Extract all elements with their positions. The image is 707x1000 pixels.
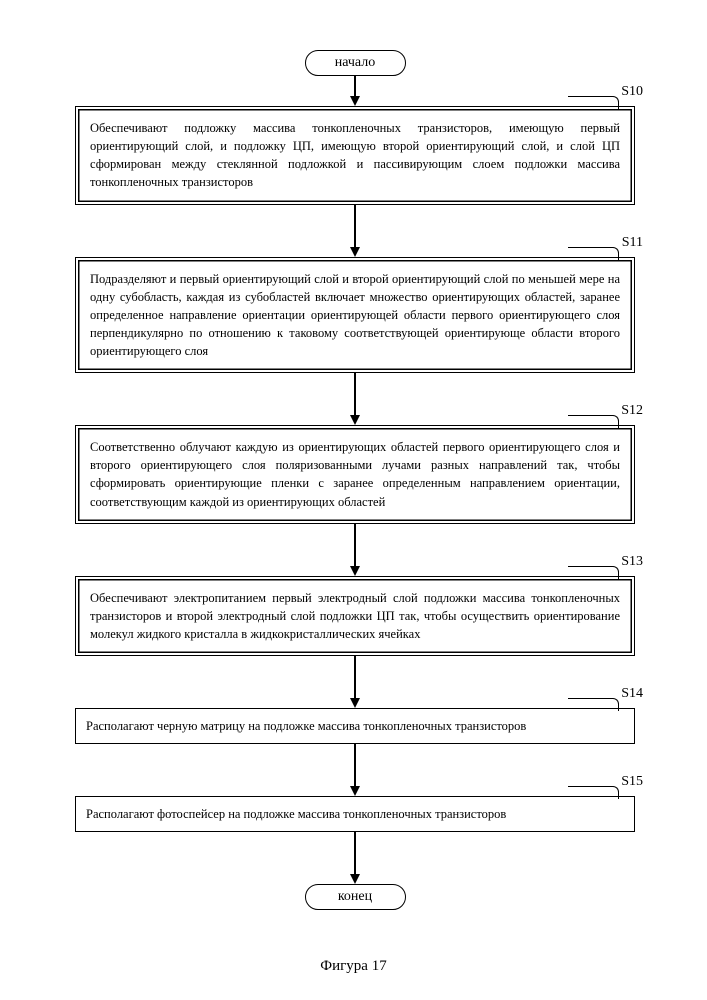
step-label: S12	[621, 403, 643, 419]
arrow-head	[350, 698, 360, 708]
step-box: Обеспечивают электропитанием первый элек…	[75, 576, 635, 656]
arrow	[350, 205, 360, 257]
step-label: S15	[621, 774, 643, 790]
step-text: Располагают черную матрицу на подложке м…	[86, 719, 526, 733]
step-bracket	[568, 96, 619, 109]
step-bracket	[568, 786, 619, 799]
arrow-head	[350, 247, 360, 257]
step-s11: S11 Подразделяют и первый ориентирующий …	[75, 257, 635, 374]
step-label: S14	[621, 686, 643, 702]
arrow-line	[354, 205, 356, 247]
step-bracket	[568, 247, 619, 260]
arrow-head	[350, 874, 360, 884]
arrow	[350, 744, 360, 796]
figure-caption: Фигура 17	[0, 958, 707, 975]
arrow-line	[354, 524, 356, 566]
caption-text: Фигура 17	[320, 958, 386, 974]
step-text: Располагают фотоспейсер на подложке масс…	[86, 807, 506, 821]
step-text: Соответственно облучают каждую из ориент…	[90, 440, 620, 508]
arrow-head	[350, 415, 360, 425]
step-text: Подразделяют и первый ориентирующий слой…	[90, 272, 620, 359]
step-box: Соответственно облучают каждую из ориент…	[75, 425, 635, 524]
step-bracket	[568, 698, 619, 711]
arrow-line	[354, 373, 356, 415]
step-box: Обеспечивают подложку массива тонкоплено…	[75, 106, 635, 205]
step-s15: S15 Располагают фотоспейсер на подложке …	[75, 796, 635, 832]
arrow-line	[354, 76, 356, 96]
arrow	[350, 524, 360, 576]
arrow	[350, 373, 360, 425]
arrow-line	[354, 744, 356, 786]
step-text: Обеспечивают подложку массива тонкоплено…	[90, 121, 620, 189]
step-label: S11	[622, 235, 643, 251]
step-box: Располагают фотоспейсер на подложке масс…	[75, 796, 635, 832]
step-box: Располагают черную матрицу на подложке м…	[75, 708, 635, 744]
step-s13: S13 Обеспечивают электропитанием первый …	[75, 576, 635, 656]
step-box: Подразделяют и первый ориентирующий слой…	[75, 257, 635, 374]
start-label: начало	[335, 55, 376, 70]
end-label: конец	[338, 889, 372, 904]
step-text: Обеспечивают электропитанием первый элек…	[90, 591, 620, 641]
arrow-line	[354, 832, 356, 874]
arrow	[350, 76, 360, 106]
arrow-head	[350, 96, 360, 106]
start-terminator: начало	[305, 50, 406, 76]
arrow-head	[350, 786, 360, 796]
flowchart-container: начало S10 Обеспечивают подложку массива…	[75, 50, 635, 910]
arrow-head	[350, 566, 360, 576]
arrow-line	[354, 656, 356, 698]
arrow	[350, 656, 360, 708]
step-s10: S10 Обеспечивают подложку массива тонкоп…	[75, 106, 635, 205]
step-s12: S12 Соответственно облучают каждую из ор…	[75, 425, 635, 524]
step-bracket	[568, 415, 619, 428]
arrow	[350, 832, 360, 884]
step-bracket	[568, 566, 619, 579]
step-label: S10	[621, 84, 643, 100]
step-label: S13	[621, 554, 643, 570]
end-terminator: конец	[305, 884, 406, 910]
step-s14: S14 Располагают черную матрицу на подлож…	[75, 708, 635, 744]
